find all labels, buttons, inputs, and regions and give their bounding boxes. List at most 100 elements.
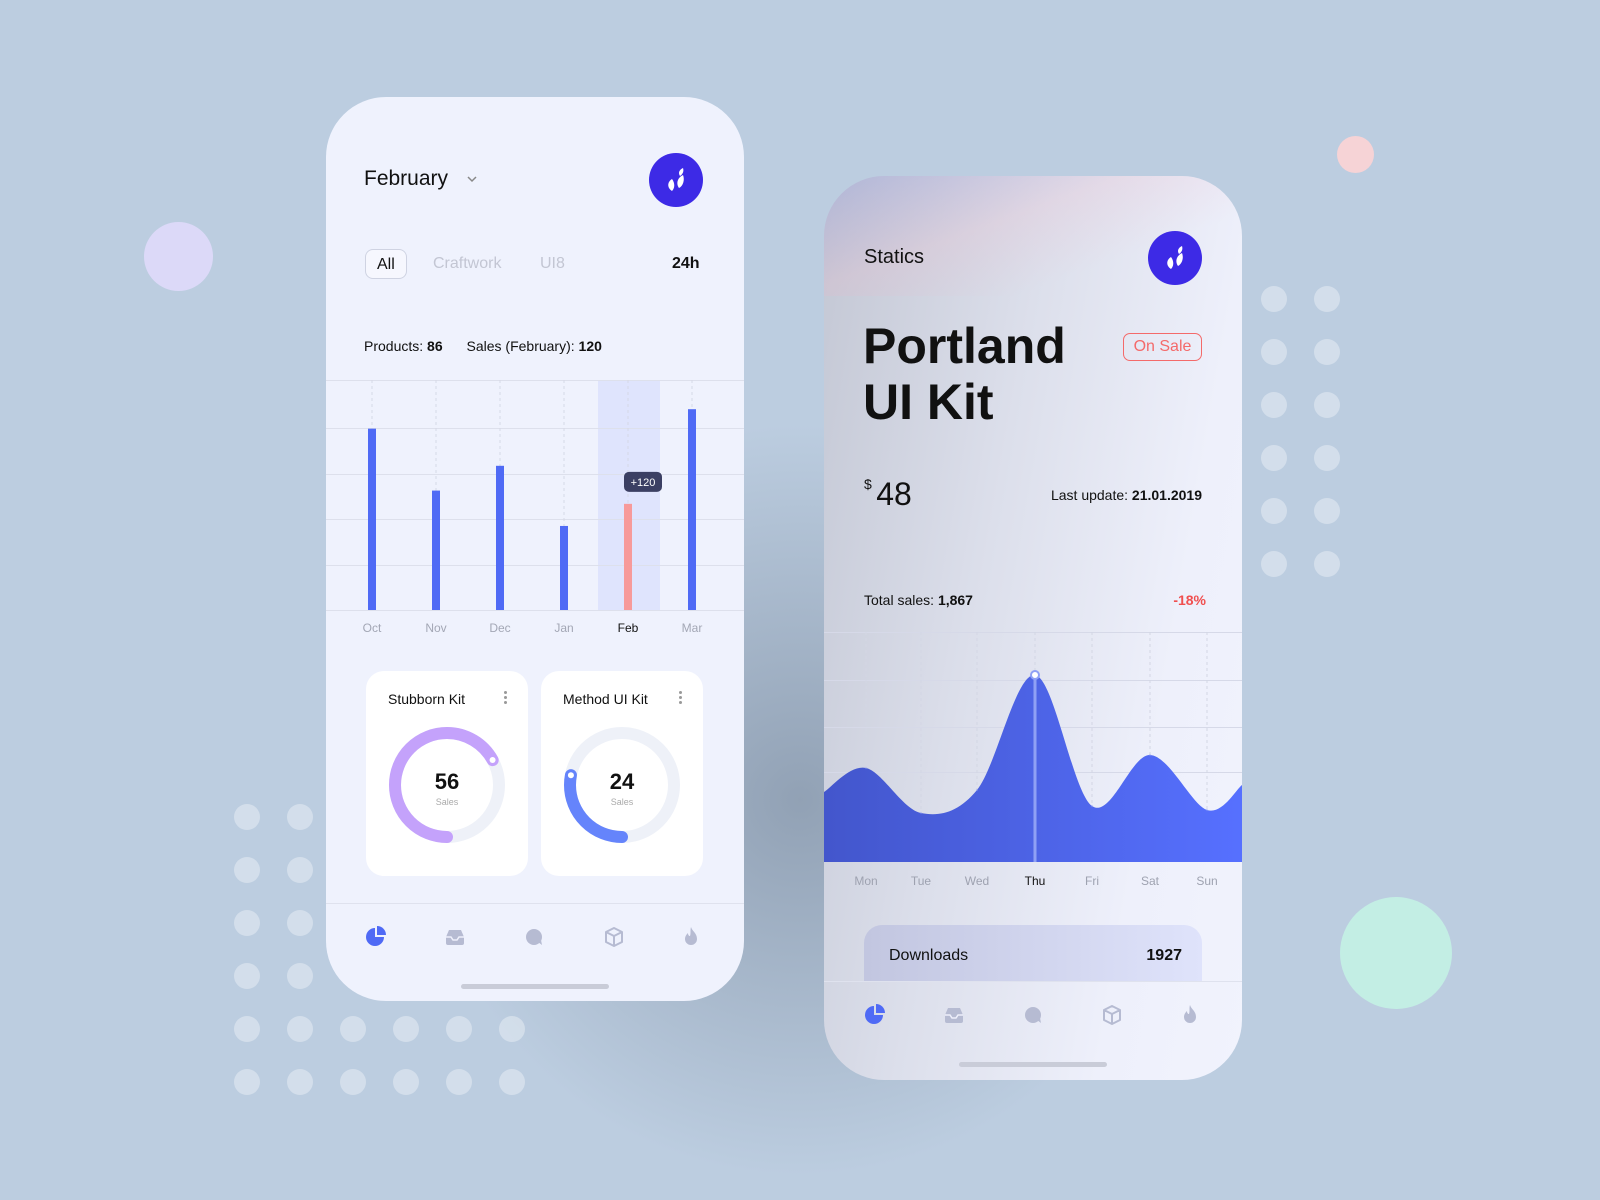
screen-title: Statics bbox=[864, 246, 925, 268]
decor-circle-pink bbox=[1337, 136, 1374, 173]
month-label-oct: Oct bbox=[362, 621, 382, 635]
decor-dot bbox=[1314, 339, 1340, 365]
flame-icon[interactable] bbox=[679, 925, 703, 949]
decor-dot bbox=[287, 1069, 313, 1095]
tab-craftwork[interactable]: Craftwork bbox=[433, 255, 502, 272]
decor-dot bbox=[499, 1069, 525, 1095]
box-icon[interactable] bbox=[602, 925, 626, 949]
title-line-1: Portland bbox=[863, 318, 1066, 374]
bar-oct[interactable] bbox=[368, 428, 376, 610]
month-selector[interactable]: February bbox=[364, 167, 448, 191]
box-icon[interactable] bbox=[1100, 1003, 1124, 1027]
card-unit: Sales bbox=[610, 797, 634, 807]
decor-dot bbox=[1314, 445, 1340, 471]
currency-symbol: $ bbox=[864, 476, 872, 492]
bar-jan[interactable] bbox=[560, 525, 568, 610]
point-thu[interactable] bbox=[1030, 670, 1040, 680]
bar-mar[interactable] bbox=[688, 409, 696, 610]
product-card-stubborn-kit[interactable]: Stubborn Kit 56 Sales bbox=[366, 671, 528, 876]
home-indicator[interactable] bbox=[461, 984, 609, 989]
month-label-dec: Dec bbox=[489, 621, 511, 635]
decor-dot bbox=[446, 1069, 472, 1095]
day-label-tue: Tue bbox=[910, 874, 932, 888]
day-label-thu: Thu bbox=[1024, 874, 1046, 888]
progress-ring bbox=[389, 727, 505, 843]
brand-logo[interactable] bbox=[649, 153, 703, 207]
card-title: Stubborn Kit bbox=[388, 691, 466, 707]
decor-dot bbox=[1261, 445, 1287, 471]
decor-dot bbox=[234, 857, 260, 883]
day-label-mon: Mon bbox=[854, 874, 878, 888]
more-options-icon[interactable] bbox=[504, 691, 508, 706]
sales-label: Sales (February): bbox=[466, 338, 575, 354]
inbox-icon[interactable] bbox=[443, 925, 467, 949]
tooltip-text: +120 bbox=[631, 477, 656, 489]
inbox-icon[interactable] bbox=[942, 1003, 966, 1027]
product-title: Portland UI Kit bbox=[863, 318, 1066, 430]
day-label-wed: Wed bbox=[964, 874, 990, 888]
period-selector[interactable]: 24h bbox=[672, 255, 700, 272]
downloads-value: 1927 bbox=[1146, 947, 1182, 964]
decor-dot bbox=[1314, 498, 1340, 524]
downloads-label: Downloads bbox=[889, 947, 969, 964]
tab-ui8[interactable]: UI8 bbox=[540, 255, 565, 272]
last-update-label: Last update: bbox=[1050, 487, 1129, 503]
bar-nov[interactable] bbox=[432, 490, 440, 610]
pie-chart-icon[interactable] bbox=[364, 925, 388, 949]
decor-dot bbox=[1261, 339, 1287, 365]
decor-circle-purple bbox=[144, 222, 213, 291]
product-card-method-ui-kit[interactable]: Method UI Kit 24 Sales bbox=[541, 671, 703, 876]
progress-ring bbox=[564, 727, 680, 843]
decor-dot bbox=[393, 1069, 419, 1095]
area-series bbox=[824, 674, 1242, 862]
total-sales-label: Total sales: bbox=[864, 592, 935, 608]
ring-end-marker bbox=[567, 772, 574, 779]
card-title: Method UI Kit bbox=[563, 691, 648, 707]
decor-dot bbox=[234, 910, 260, 936]
downloads-row[interactable]: Downloads 1927 bbox=[864, 925, 1202, 981]
decor-dot bbox=[340, 1016, 366, 1042]
pie-chart-icon[interactable] bbox=[863, 1003, 887, 1027]
decor-dot bbox=[234, 804, 260, 830]
bar-feb[interactable] bbox=[624, 503, 632, 610]
more-options-icon[interactable] bbox=[679, 691, 683, 706]
chevron-down-icon[interactable] bbox=[466, 173, 478, 185]
leaf-icon bbox=[668, 168, 684, 191]
decor-dot bbox=[499, 1016, 525, 1042]
month-label-feb: Feb bbox=[617, 621, 639, 635]
price: $ 48 bbox=[864, 476, 912, 513]
ring-end-marker bbox=[489, 756, 496, 763]
ring-progress bbox=[564, 727, 680, 843]
sales-value: 120 bbox=[578, 338, 602, 354]
chat-icon[interactable] bbox=[1021, 1003, 1045, 1027]
decor-dot bbox=[287, 963, 313, 989]
decor-dot bbox=[287, 910, 313, 936]
nav-divider bbox=[824, 981, 1242, 982]
home-indicator[interactable] bbox=[959, 1062, 1107, 1067]
decor-dot bbox=[287, 857, 313, 883]
month-label: February bbox=[364, 167, 449, 190]
price-value: 48 bbox=[876, 476, 912, 512]
last-update-value: 21.01.2019 bbox=[1131, 487, 1202, 503]
title-line-2: UI Kit bbox=[863, 374, 994, 430]
bar-dec[interactable] bbox=[496, 465, 504, 610]
tab-all[interactable]: All bbox=[365, 249, 407, 279]
decor-dot bbox=[446, 1016, 472, 1042]
decor-dot bbox=[1261, 286, 1287, 312]
ring-progress bbox=[389, 727, 505, 843]
total-sales-value: 1,867 bbox=[937, 592, 973, 608]
sales-overview-screen: February All Craftwork UI8 24h Products:… bbox=[326, 97, 744, 1001]
month-label-jan: Jan bbox=[554, 621, 574, 635]
day-label-sun: Sun bbox=[1196, 874, 1218, 888]
last-update: Last update: 21.01.2019 bbox=[1051, 487, 1202, 503]
day-label-fri: Fri bbox=[1085, 874, 1099, 888]
decor-dot bbox=[1261, 392, 1287, 418]
decor-dot bbox=[1261, 551, 1287, 577]
leaf-icon bbox=[1167, 246, 1183, 269]
flame-icon[interactable] bbox=[1178, 1003, 1202, 1027]
products-label: Products: bbox=[364, 338, 424, 354]
chat-icon[interactable] bbox=[522, 925, 546, 949]
card-unit: Sales bbox=[435, 797, 459, 807]
brand-logo[interactable] bbox=[1148, 231, 1202, 285]
decor-dot bbox=[287, 804, 313, 830]
